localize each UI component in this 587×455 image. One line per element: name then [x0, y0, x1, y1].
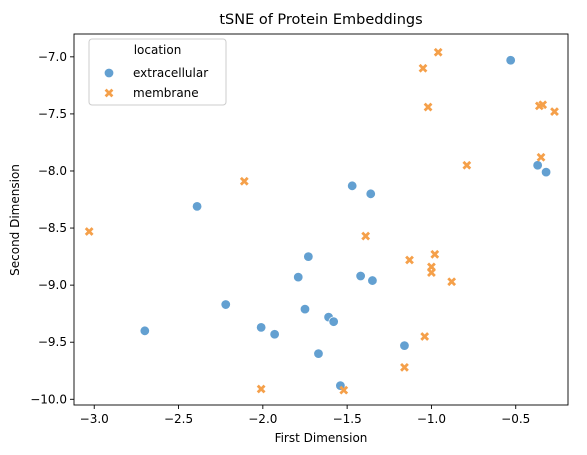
y-tick-label: −8.0 [38, 164, 67, 178]
legend: location extracellular membrane [88, 38, 227, 106]
extracellular-point [313, 348, 324, 359]
legend-entry-label: membrane [133, 86, 199, 100]
x-tick-label: −1.0 [417, 412, 446, 426]
extracellular-point [220, 299, 231, 310]
extracellular-point [303, 251, 314, 262]
membrane-point [418, 63, 428, 73]
membrane-point [462, 160, 472, 170]
extracellular-point [367, 275, 378, 286]
extracellular-point [346, 180, 358, 192]
membrane-point [433, 47, 443, 57]
membrane-legend-marker [104, 88, 114, 98]
y-tick-label: −9.0 [38, 278, 67, 292]
membrane-point [427, 268, 436, 277]
extracellular-point [540, 166, 552, 178]
extracellular-point [328, 316, 339, 327]
extracellular-point [269, 329, 280, 340]
extracellular-point [191, 201, 203, 212]
extracellular-point [355, 270, 366, 282]
plot-frame [73, 33, 569, 406]
y-tick-label: −10.0 [30, 392, 67, 406]
x-tick-label: −2.5 [164, 412, 193, 426]
extracellular-point [532, 160, 543, 171]
membrane-point [256, 384, 266, 394]
extracellular-legend-marker [103, 67, 115, 79]
membrane-point [430, 249, 440, 259]
y-tick-label: −7.0 [38, 50, 67, 64]
membrane-point [339, 385, 349, 395]
points-layer [84, 47, 559, 395]
membrane-point [420, 332, 430, 341]
membrane-point [405, 255, 414, 265]
legend-entry-label: extracellular [133, 66, 208, 80]
membrane-point [400, 362, 409, 372]
extracellular-point [293, 271, 304, 283]
x-tick-label: −1.5 [333, 412, 362, 426]
y-axis-label: Second Dimension [8, 164, 22, 276]
legend-box [88, 38, 227, 106]
membrane-point [423, 102, 433, 112]
x-tick-label: −3.0 [80, 412, 109, 426]
x-tick-label: −0.5 [501, 412, 530, 426]
extracellular-point [299, 303, 311, 315]
y-tick-label: −7.5 [38, 107, 67, 121]
x-tick-label: −2.0 [248, 412, 277, 426]
membrane-point [361, 231, 371, 241]
membrane-point [84, 227, 94, 236]
x-axis-label: First Dimension [275, 431, 368, 445]
membrane-point [536, 152, 546, 162]
extracellular-point [505, 55, 516, 66]
extracellular-point [365, 188, 376, 200]
extracellular-point [139, 325, 151, 337]
extracellular-point [255, 322, 267, 333]
membrane-point [538, 100, 548, 110]
extracellular-point [399, 340, 410, 351]
y-tick-label: −8.5 [38, 221, 67, 235]
legend-title: location [134, 43, 182, 57]
y-tick-label: −9.5 [38, 335, 67, 349]
chart-title: tSNE of Protein Embeddings [219, 12, 422, 28]
membrane-point [550, 107, 559, 117]
axes-layer: −3.0 −2.5 −2.0 −1.5 −1.0 −0.5 −10.0 −9.5 −9.0 −8.… [30, 33, 569, 426]
membrane-point [239, 176, 249, 186]
membrane-point [447, 277, 457, 287]
